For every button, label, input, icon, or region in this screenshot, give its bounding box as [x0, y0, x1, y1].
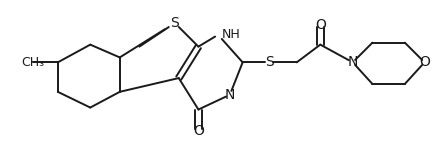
Text: S: S	[170, 16, 179, 30]
Text: NH: NH	[222, 28, 241, 41]
Text: S: S	[265, 55, 274, 69]
Text: N: N	[225, 88, 235, 102]
Text: O: O	[193, 124, 204, 138]
Text: O: O	[419, 55, 430, 69]
Text: O: O	[315, 18, 326, 32]
Text: CH₃: CH₃	[22, 56, 45, 69]
Text: N: N	[348, 55, 358, 69]
